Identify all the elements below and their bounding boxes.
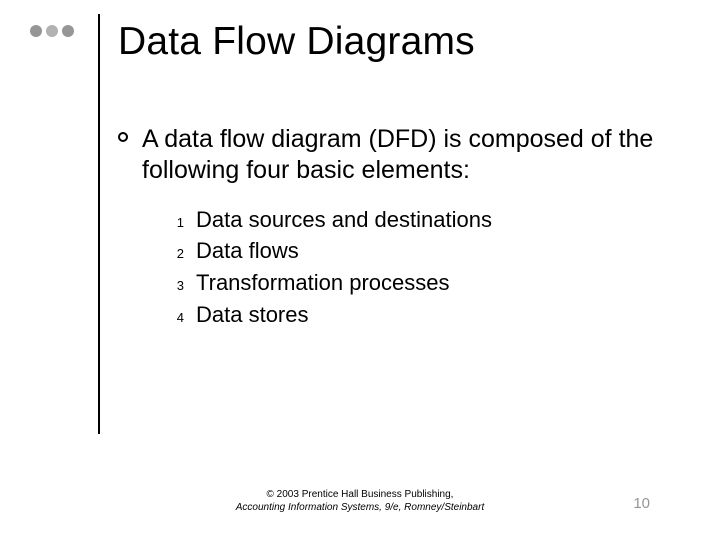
list-number: 2: [162, 246, 184, 261]
list-number: 4: [162, 310, 184, 325]
copyright-line: Accounting Information Systems, 9/e, Rom…: [0, 502, 720, 515]
dot-icon: [46, 25, 58, 37]
list-item: 1 Data sources and destinations: [162, 205, 678, 235]
list-item: 3 Transformation processes: [162, 268, 678, 298]
list-text: Data stores: [196, 300, 309, 330]
numbered-list: 1 Data sources and destinations 2 Data f…: [162, 205, 678, 330]
dot-icon: [30, 25, 42, 37]
page-number: 10: [633, 495, 650, 512]
list-text: Data flows: [196, 236, 299, 266]
vertical-rule: [98, 14, 100, 434]
list-item: 4 Data stores: [162, 300, 678, 330]
list-text: Transformation processes: [196, 268, 450, 298]
copyright-italic: Accounting Information Systems, 9/e, Rom…: [236, 502, 484, 513]
bullet-item: A data flow diagram (DFD) is composed of…: [118, 124, 678, 187]
list-number: 1: [162, 215, 184, 230]
decorative-dots: [30, 25, 78, 37]
slide-body: A data flow diagram (DFD) is composed of…: [118, 124, 678, 331]
bullet-text: A data flow diagram (DFD) is composed of…: [142, 124, 678, 187]
list-text: Data sources and destinations: [196, 205, 492, 235]
list-item: 2 Data flows: [162, 236, 678, 266]
slide-title: Data Flow Diagrams: [118, 20, 475, 64]
copyright-text: © 2003 Prentice Hall Business Publishing…: [0, 489, 720, 514]
dot-icon: [62, 25, 74, 37]
copyright-line: © 2003 Prentice Hall Business Publishing…: [0, 489, 720, 502]
slide: { "deco": { "dot_colors": ["#969696", "#…: [0, 0, 720, 540]
bullet-icon: [118, 132, 128, 142]
list-number: 3: [162, 278, 184, 293]
slide-footer: © 2003 Prentice Hall Business Publishing…: [0, 489, 720, 514]
